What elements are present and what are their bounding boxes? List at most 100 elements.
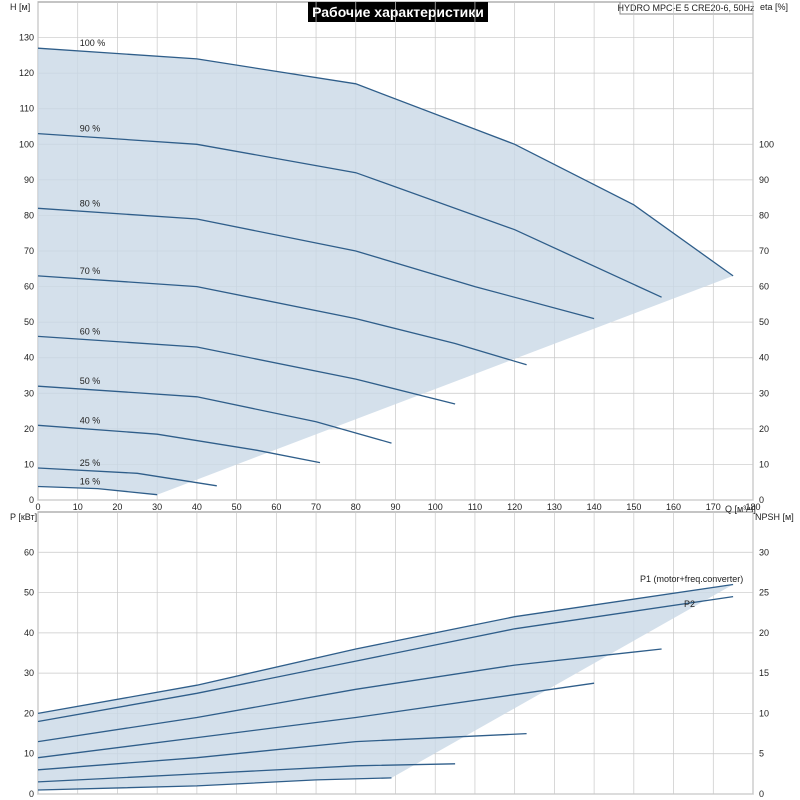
power-curve-0	[37, 583, 734, 715]
power-curve-2	[37, 648, 662, 743]
curve-labels: 100 % 90 % 80 % 70 % 60 % 50 % 40 % 25 % 16 %	[80, 38, 106, 486]
model-label: HYDRO MPC-E 5 CRE20-6, 50Hz	[617, 3, 755, 13]
eta-tick-label: 70	[759, 246, 769, 256]
chart-title: Рабочие характеристики	[312, 4, 484, 20]
npsh-tick-label: 10	[759, 708, 769, 718]
h-tick-label: 0	[29, 495, 34, 505]
p-tick-label: 60	[24, 547, 34, 557]
p-tick-label: 40	[24, 628, 34, 638]
head-curve-4	[37, 335, 456, 405]
power-curve-6	[37, 777, 392, 791]
p1-annotation: P1 (motor+freq.converter)	[640, 574, 743, 584]
eta-tick-label: 50	[759, 317, 769, 327]
eta-tick-label: 100	[759, 139, 774, 149]
speed-label: 90 %	[80, 124, 101, 134]
q-tick-label: 160	[666, 502, 681, 512]
q-tick-label: 70	[311, 502, 321, 512]
h-tick-label: 30	[24, 388, 34, 398]
speed-label: 50 %	[80, 376, 101, 386]
q-tick-label: 110	[468, 502, 482, 512]
eta-tick-label: 20	[759, 424, 769, 434]
q-tick-label: 180	[745, 502, 760, 512]
title-box	[308, 2, 488, 22]
q-tick-label: 40	[192, 502, 202, 512]
q-tick-label: 0	[35, 502, 40, 512]
top-operating-region	[38, 48, 734, 495]
tick-labels: 0 10 20 30 40 50 60 70 80 90 100 110 120 130 140 150 160…	[19, 33, 774, 799]
h-tick-label: 90	[24, 175, 34, 185]
speed-label: 40 %	[80, 415, 101, 425]
h-tick-label: 100	[19, 139, 34, 149]
power-curve-4	[37, 732, 527, 771]
q-tick-label: 140	[587, 502, 602, 512]
q-tick-label: 30	[152, 502, 162, 512]
head-curve-2	[37, 207, 595, 320]
p-tick-label: 0	[29, 789, 34, 799]
p-tick-label: 20	[24, 708, 34, 718]
speed-label: 60 %	[80, 326, 101, 336]
q-tick-label: 120	[507, 502, 522, 512]
power-curve-1	[37, 595, 734, 723]
head-curve-1	[37, 132, 662, 298]
p2-annotation: P2	[684, 599, 695, 609]
npsh-tick-label: 30	[759, 547, 769, 557]
h-tick-label: 60	[24, 282, 34, 292]
h-tick-label: 20	[24, 424, 34, 434]
q-tick-label: 50	[232, 502, 242, 512]
npsh-tick-label: 0	[759, 789, 764, 799]
h-tick-label: 10	[24, 459, 34, 469]
eta-tick-label: 10	[759, 459, 769, 469]
head-curve-7	[37, 467, 217, 487]
head-curve-0	[37, 47, 734, 277]
speed-label: 25 %	[80, 458, 101, 468]
h-tick-label: 50	[24, 317, 34, 327]
speed-label: 80 %	[80, 198, 101, 208]
h-tick-label: 80	[24, 210, 34, 220]
power-curve-3	[37, 682, 595, 759]
q-tick-label: 90	[390, 502, 400, 512]
speed-label: 16 %	[80, 476, 101, 486]
eta-axis-title: eta [%]	[760, 2, 788, 12]
npsh-tick-label: 25	[759, 588, 769, 598]
npsh-tick-label: 5	[759, 749, 764, 759]
operating-areas	[38, 48, 734, 790]
h-axis-title: H [м]	[10, 2, 30, 12]
q-axis-title: Q [м³/ч]	[725, 504, 756, 514]
p-tick-label: 30	[24, 668, 34, 678]
h-tick-label: 70	[24, 246, 34, 256]
head-curve-6	[37, 424, 321, 464]
head-curve-8	[37, 485, 158, 496]
p-axis-title: P [кВт]	[10, 512, 37, 522]
q-tick-label: 20	[112, 502, 122, 512]
q-tick-label: 60	[271, 502, 281, 512]
head-curve-3	[37, 275, 527, 366]
bottom-operating-region	[38, 584, 734, 790]
q-tick-label: 10	[73, 502, 83, 512]
npsh-tick-label: 20	[759, 628, 769, 638]
eta-tick-label: 30	[759, 388, 769, 398]
speed-label: 100 %	[80, 38, 106, 48]
q-tick-label: 100	[428, 502, 443, 512]
p-tick-label: 50	[24, 588, 34, 598]
power-curve-5	[37, 763, 456, 783]
q-tick-label: 170	[706, 502, 721, 512]
p-tick-label: 10	[24, 749, 34, 759]
speed-label: 70 %	[80, 266, 101, 276]
h-tick-label: 110	[20, 104, 34, 114]
h-tick-label: 40	[24, 353, 34, 363]
curves	[37, 47, 734, 791]
head-curve-5	[37, 385, 392, 444]
q-tick-label: 150	[626, 502, 641, 512]
eta-tick-label: 40	[759, 353, 769, 363]
eta-tick-label: 60	[759, 282, 769, 292]
npsh-axis-title: NPSH [м]	[755, 512, 794, 522]
h-tick-label: 120	[19, 68, 34, 78]
eta-tick-label: 90	[759, 175, 769, 185]
q-tick-label: 80	[351, 502, 361, 512]
q-tick-label: 130	[547, 502, 562, 512]
eta-tick-label: 0	[759, 495, 764, 505]
eta-tick-label: 80	[759, 210, 769, 220]
npsh-tick-label: 15	[759, 668, 769, 678]
h-tick-label: 130	[19, 33, 34, 43]
